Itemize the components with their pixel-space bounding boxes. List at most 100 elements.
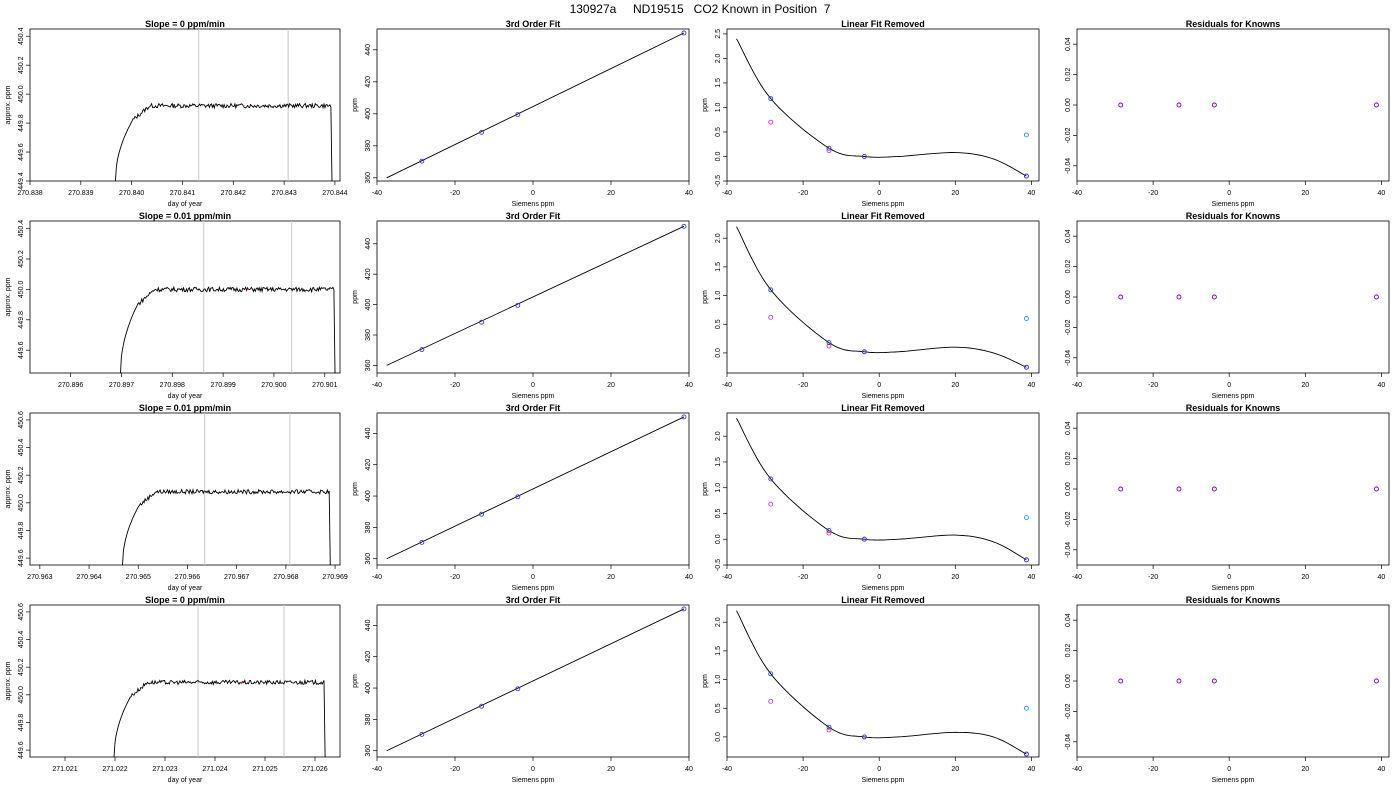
cubic-fit-curve xyxy=(736,610,1027,755)
x-tick-label: 40 xyxy=(1027,382,1035,389)
plot-area xyxy=(386,30,687,179)
target-point xyxy=(1023,515,1029,521)
x-tick-label: -20 xyxy=(798,382,808,389)
x-axis-label: day of year xyxy=(168,393,203,400)
data-point xyxy=(681,414,687,420)
x-axis-label: day of year xyxy=(168,777,203,784)
residual-point xyxy=(1211,486,1217,492)
x-tick-label: -40 xyxy=(1072,190,1082,197)
panel-title: Slope = 0 ppm/min xyxy=(145,19,225,29)
x-axis-label: Siemens ppm xyxy=(862,585,905,592)
x-tick-label: 271.023 xyxy=(152,766,177,773)
x-tick-label: 0 xyxy=(1227,190,1231,197)
x-tick-label: -20 xyxy=(1148,574,1158,581)
x-axis-label: Siemens ppm xyxy=(512,777,555,784)
panel-r1-0: Slope = 0.01 ppm/min day of year approx. p… xyxy=(5,211,341,400)
x-axis-label: day of year xyxy=(168,201,203,208)
plot-area xyxy=(736,610,1029,757)
x-tick-label: 20 xyxy=(1301,766,1309,773)
panel-r2-0: Slope = 0.01 ppm/min day of year approx. p… xyxy=(5,403,348,592)
fit-line xyxy=(386,225,685,366)
y-tick-label: 360 xyxy=(365,172,372,184)
x-tick-label: 0 xyxy=(531,574,535,581)
known-point xyxy=(861,154,867,159)
y-tick-label: 0.02 xyxy=(1065,644,1072,658)
y-tick-label: 450.6 xyxy=(18,411,25,429)
panel-title: Residuals for Knowns xyxy=(1186,403,1281,413)
y-tick-label: 450.2 xyxy=(18,466,25,484)
x-tick-label: 270.843 xyxy=(271,190,296,197)
y-tick-label: 420 xyxy=(365,459,372,471)
y-tick-label: -0.02 xyxy=(1065,511,1072,527)
y-axis-label: ppm xyxy=(352,290,359,304)
y-tick-label: 450.4 xyxy=(18,631,25,649)
panel-title: Linear Fit Removed xyxy=(841,403,925,413)
x-tick-label: 270.839 xyxy=(68,190,93,197)
y-tick-label: 450.6 xyxy=(18,603,25,621)
plot-area xyxy=(114,29,333,181)
reference-point xyxy=(826,343,832,349)
y-tick-label: 450.4 xyxy=(18,27,25,45)
x-tick-label: 270.966 xyxy=(175,574,200,581)
x-tick-label: 20 xyxy=(951,766,959,773)
x-tick-label: 40 xyxy=(685,766,693,773)
y-axis-label: approx. ppm xyxy=(5,85,12,124)
x-axis-label: Siemens ppm xyxy=(862,201,905,208)
x-tick-label: 270.897 xyxy=(109,382,134,389)
data-point xyxy=(479,511,484,517)
known-point xyxy=(861,734,867,740)
cubic-fit-curve xyxy=(736,38,1027,177)
data-point xyxy=(419,158,425,164)
plot-frame xyxy=(726,220,1040,374)
residual-point xyxy=(1211,294,1217,300)
data-point xyxy=(419,731,425,737)
panel-r2-3: Residuals for Knowns Siemens ppm -40 -20 0 20… xyxy=(1065,403,1390,592)
x-axis-label: Siemens ppm xyxy=(512,585,555,592)
panel-title: Linear Fit Removed xyxy=(841,595,925,605)
concentration-trace xyxy=(120,285,336,373)
plot-frame xyxy=(1076,220,1390,374)
panel-r1-2: Linear Fit Removed Siemens ppm ppm -40 -20 0 2… xyxy=(702,211,1040,400)
y-axis-label: ppm xyxy=(352,482,359,496)
known-point xyxy=(768,287,774,293)
y-tick-label: 1.5 xyxy=(715,646,722,656)
reference-point xyxy=(826,148,832,154)
y-tick-label: 449.6 xyxy=(18,549,25,567)
x-axis-label: Siemens ppm xyxy=(512,201,555,208)
panel-title: Slope = 0.01 ppm/min xyxy=(139,403,231,413)
y-axis-label: approx. ppm xyxy=(5,469,12,508)
plot-area xyxy=(122,413,331,565)
y-tick-label: 360 xyxy=(365,553,372,565)
y-tick-label: 380 xyxy=(365,140,372,152)
y-tick-label: 2.0 xyxy=(715,617,722,627)
x-tick-label: 271.026 xyxy=(302,766,327,773)
x-axis-label: Siemens ppm xyxy=(1212,201,1255,208)
y-tick-label: 0.0 xyxy=(715,348,722,358)
y-tick-label: 0.00 xyxy=(1065,482,1072,496)
y-tick-label: -0.04 xyxy=(1065,158,1072,174)
panel-title: 3rd Order Fit xyxy=(506,595,561,605)
x-tick-label: 270.896 xyxy=(58,382,83,389)
plot-frame xyxy=(1076,604,1390,758)
x-tick-label: 270.844 xyxy=(322,190,347,197)
panel-r3-3: Residuals for Knowns Siemens ppm -40 -20 0 20… xyxy=(1065,595,1390,784)
y-axis-label: ppm xyxy=(702,290,709,304)
reference-point xyxy=(768,501,774,507)
y-tick-label: 449.8 xyxy=(18,311,25,329)
panel-title: 3rd Order Fit xyxy=(506,211,561,221)
x-axis-label: day of year xyxy=(168,585,203,592)
y-tick-label: 450.2 xyxy=(18,250,25,268)
y-tick-label: 0.04 xyxy=(1065,613,1072,627)
x-tick-label: 271.024 xyxy=(202,766,227,773)
y-tick-label: 450.0 xyxy=(18,281,25,299)
y-tick-label: 0.5 xyxy=(715,703,722,713)
y-tick-label: 440 xyxy=(365,44,372,56)
y-tick-label: 450.4 xyxy=(18,439,25,457)
panel-title: Residuals for Knowns xyxy=(1186,595,1281,605)
y-tick-label: 1.5 xyxy=(715,262,722,272)
data-point xyxy=(479,319,484,325)
x-axis-label: Siemens ppm xyxy=(1212,585,1255,592)
y-tick-label: 2.5 xyxy=(715,29,722,39)
data-point xyxy=(479,703,484,709)
